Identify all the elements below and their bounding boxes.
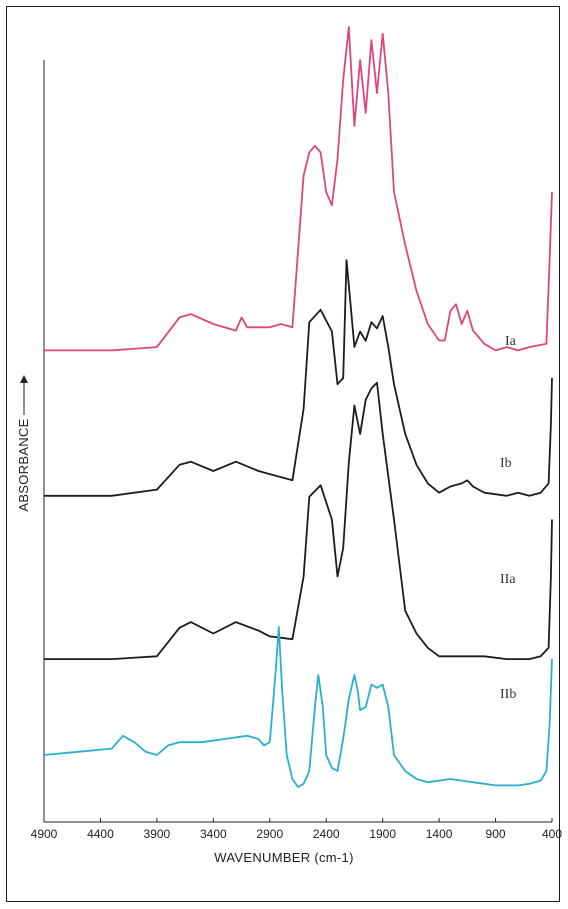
x-tick-label: 3400 [200, 827, 227, 841]
series-label-ib: Ib [500, 456, 512, 471]
series-line-iia [44, 381, 553, 660]
x-tick-label: 3900 [144, 827, 171, 841]
x-tick-label: 1400 [426, 827, 453, 841]
chart-frame [6, 6, 560, 902]
y-axis-arrow-head [20, 375, 28, 383]
series-label-iib: IIb [500, 687, 516, 702]
x-axis-title: WAVENUMBER (cm-1) [214, 850, 353, 865]
series-group [43, 26, 553, 788]
y-axis-title: ABSORBANCE [16, 418, 31, 511]
series-line-ia [44, 26, 553, 352]
x-tick-label: 400 [542, 827, 562, 841]
series-line-iib [43, 626, 553, 788]
series-line-ib [44, 259, 553, 497]
series-labels: Ia Ib IIa IIb [500, 334, 517, 702]
x-tick-label: 2900 [256, 827, 283, 841]
x-tick-label: 4900 [31, 827, 58, 841]
series-label-iia: IIa [500, 572, 516, 587]
x-tick-label: 2400 [313, 827, 340, 841]
x-tick-label: 900 [486, 827, 506, 841]
series-label-ia: Ia [505, 334, 517, 349]
y-axis-title-group: ABSORBANCE [16, 375, 31, 512]
x-tick-label: 1900 [369, 827, 396, 841]
x-ticks: 4900 4400 3900 3400 2900 2400 1900 1400 900 400 [31, 818, 562, 841]
x-tick-label: 4400 [87, 827, 114, 841]
